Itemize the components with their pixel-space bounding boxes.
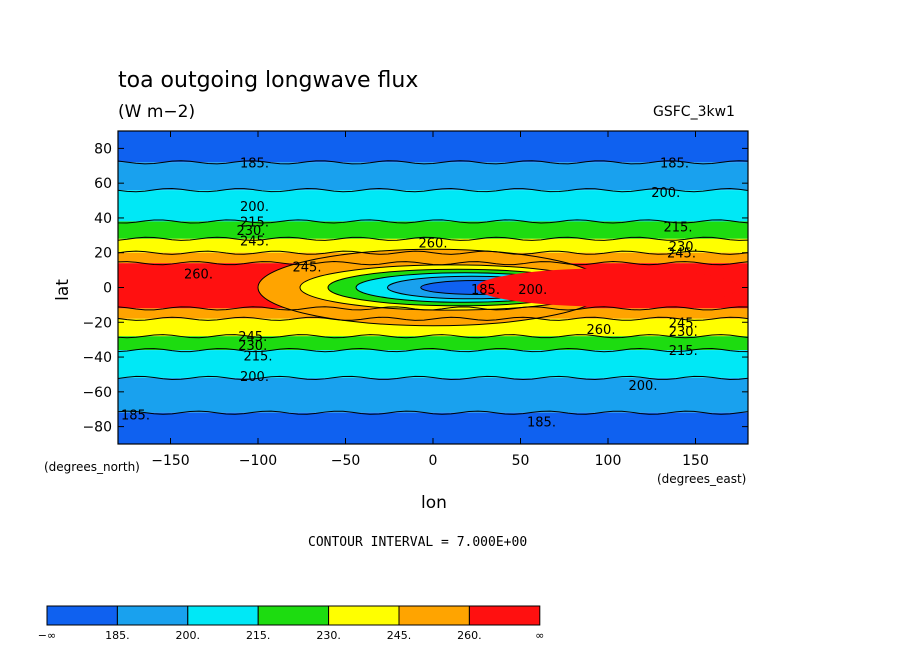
colorbar-swatch-lt185 bbox=[46, 605, 118, 626]
y-tick-label: −80 bbox=[82, 420, 112, 436]
contour-line-3 bbox=[118, 219, 748, 224]
contour-label: 185. bbox=[660, 156, 689, 171]
contour-label: 185. bbox=[527, 415, 556, 430]
colorbar-tick-label: 230. bbox=[316, 629, 341, 642]
x-tick-label: 0 bbox=[429, 453, 438, 469]
contour-label: 200. bbox=[240, 370, 269, 385]
x-units-label: (degrees_east) bbox=[657, 472, 746, 486]
contour-label: 185. bbox=[240, 156, 269, 171]
y-tick-label: −20 bbox=[82, 315, 112, 331]
y-tick-label: 0 bbox=[103, 281, 112, 297]
x-tick-label: −150 bbox=[151, 453, 189, 469]
feature-gt260-east bbox=[476, 268, 740, 307]
contour-fills bbox=[118, 131, 748, 444]
band-215to230-3 bbox=[118, 221, 748, 239]
colorbar-swatch-215to230 bbox=[257, 605, 330, 626]
band-200to215-2 bbox=[118, 190, 748, 222]
contour-lines bbox=[118, 160, 748, 415]
contour-label: 230. bbox=[238, 339, 267, 354]
contour-label: 245. bbox=[669, 316, 698, 331]
contour-label: 200. bbox=[240, 200, 269, 215]
x-axis-label: lon bbox=[421, 493, 447, 513]
colorbar-legend: −∞ 185. 200. 215. 230. 245. 260. ∞ bbox=[38, 605, 544, 642]
colorbar-swatch-200to215 bbox=[187, 605, 259, 626]
x-tick-label: −50 bbox=[331, 453, 361, 469]
y-axis-label: lat bbox=[53, 279, 73, 301]
y-tick-label: −40 bbox=[82, 350, 112, 366]
contour-label: 200. bbox=[651, 186, 680, 201]
contour-label: 245. bbox=[238, 330, 267, 345]
contour-line-2 bbox=[118, 188, 748, 193]
x-tick-label: 150 bbox=[682, 453, 709, 469]
contour-label: 200. bbox=[518, 283, 547, 298]
x-tick-label: 50 bbox=[512, 453, 530, 469]
colorbar-tick-label: 185. bbox=[105, 629, 130, 642]
contour-label: 215. bbox=[240, 215, 269, 230]
contour-line-4 bbox=[118, 236, 748, 241]
contour-line-6 bbox=[118, 261, 748, 266]
contour-label: 245. bbox=[667, 247, 696, 262]
contour-labels: 185. 185.200.200.215. 215.230.230.245.245.… bbox=[121, 156, 698, 430]
contour-line-10 bbox=[118, 348, 748, 353]
y-units-label: (degrees_north) bbox=[44, 460, 140, 474]
contour-label: 215. bbox=[244, 349, 273, 364]
band-230to245-4 bbox=[118, 238, 748, 253]
contour-label: 245. bbox=[293, 261, 322, 276]
axes: −150 −100 −50 0 50 100 150 80 60 40 20 0 −20 −40 −60 −8… bbox=[44, 131, 748, 513]
y-tick-label: 60 bbox=[94, 176, 112, 192]
colorbar-swatch-185to200 bbox=[116, 605, 189, 626]
band-230to245-8 bbox=[118, 318, 748, 337]
x-tick-label: 100 bbox=[595, 453, 622, 469]
contour-label: 245. bbox=[240, 235, 269, 250]
contour-label: 185. bbox=[471, 283, 500, 298]
colorbar-tick-label: 260. bbox=[457, 629, 482, 642]
y-tick-label: 40 bbox=[94, 211, 112, 227]
contour-line-1 bbox=[118, 160, 748, 165]
colorbar-swatch-gt260 bbox=[468, 605, 541, 626]
y-tick-label: 20 bbox=[94, 246, 112, 262]
band-185to200-11 bbox=[118, 377, 748, 413]
x-tick-label: −100 bbox=[239, 453, 277, 469]
colorbar-tick-label: ∞ bbox=[535, 629, 544, 642]
contour-label: 260. bbox=[419, 236, 448, 251]
contour-line-12 bbox=[118, 410, 748, 415]
contour-label: 215. bbox=[669, 344, 698, 359]
contour-line-8 bbox=[118, 316, 748, 321]
contour-label: 230. bbox=[237, 224, 266, 239]
contour-label: 215. bbox=[664, 221, 693, 236]
colorbar-tick-label: 200. bbox=[176, 629, 201, 642]
contour-label: 260. bbox=[587, 323, 616, 338]
contour-label: 230. bbox=[669, 325, 698, 340]
colorbar-tick-label: 215. bbox=[246, 629, 271, 642]
dataset-label: GSFC_3kw1 bbox=[653, 104, 735, 120]
contour-line-5 bbox=[118, 250, 748, 255]
y-tick-label: 80 bbox=[94, 141, 112, 157]
contour-label: 260. bbox=[184, 268, 213, 283]
contour-label: 200. bbox=[629, 379, 658, 394]
contour-label: 185. bbox=[121, 408, 150, 423]
contour-line-7 bbox=[118, 306, 748, 311]
band-200to215-10 bbox=[118, 350, 748, 378]
y-tick-label: −60 bbox=[82, 385, 112, 401]
chart-units: (W m−2) bbox=[118, 102, 196, 122]
band-185to200-1 bbox=[118, 162, 748, 191]
colorbar-swatch-230to245 bbox=[328, 605, 400, 626]
contour-label: 230. bbox=[669, 240, 698, 255]
contour-line-11 bbox=[118, 375, 748, 381]
colorbar-swatch-245to260 bbox=[398, 605, 470, 626]
colorbar-tick-label: 245. bbox=[387, 629, 412, 642]
contour-line-9 bbox=[118, 334, 748, 339]
colorbar-tick-label: −∞ bbox=[38, 629, 56, 642]
chart-title: toa outgoing longwave flux bbox=[118, 68, 419, 93]
band-215to230-9 bbox=[118, 336, 748, 351]
contour-interval-note: CONTOUR INTERVAL = 7.000E+00 bbox=[308, 535, 528, 550]
